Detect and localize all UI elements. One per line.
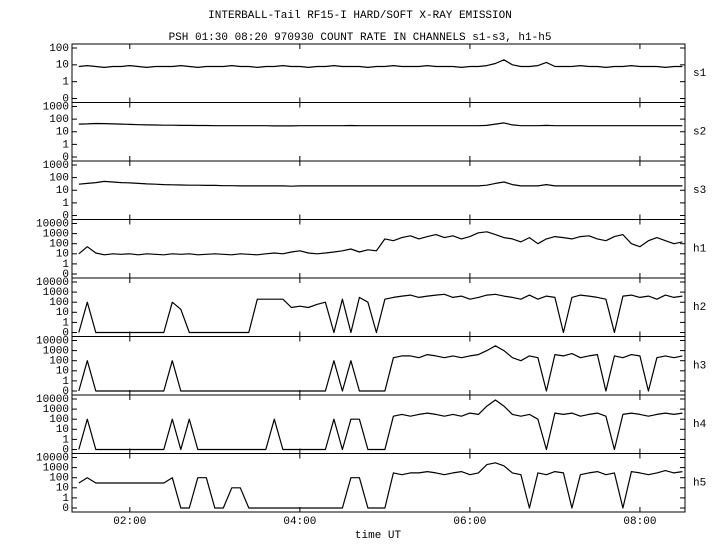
series-name: h4 <box>693 419 707 431</box>
y-tick-label: 1000 <box>43 229 69 241</box>
trace <box>78 399 683 451</box>
series-name: h1 <box>693 244 707 256</box>
y-tick-label: 10000 <box>36 218 69 230</box>
y-tick-label: 0 <box>62 327 69 339</box>
panel-frame <box>71 394 686 454</box>
y-tick-label: 1 <box>62 198 69 210</box>
trace <box>78 122 683 127</box>
panel-frame <box>71 102 686 162</box>
x-tick-label: 02:00 <box>113 516 146 528</box>
y-tick-label: 10 <box>56 60 69 72</box>
y-tick-label: 10 <box>56 424 69 436</box>
series-name: s1 <box>693 68 707 80</box>
panel-frame <box>71 277 686 337</box>
series-name: h5 <box>693 478 706 490</box>
y-tick-label: 100 <box>49 356 69 368</box>
y-tick-label: 0 <box>62 152 69 164</box>
y-tick-label: 10 <box>56 307 69 319</box>
series-name: s2 <box>693 127 706 139</box>
y-tick-label: 0 <box>62 503 69 515</box>
y-tick-label: 1 <box>62 434 69 446</box>
y-tick-label: 1 <box>62 139 69 151</box>
panel-frame <box>71 43 686 103</box>
y-tick-label: 1000 <box>43 463 69 475</box>
trace <box>78 180 683 187</box>
y-tick-label: 0 <box>62 444 69 456</box>
y-tick-label: 0 <box>62 269 69 281</box>
y-tick-label: 100 <box>49 114 69 126</box>
panel-frame <box>71 336 686 396</box>
panel-frame <box>71 160 686 220</box>
trace <box>78 231 683 256</box>
x-tick-label: 08:00 <box>623 516 656 528</box>
y-tick-label: 1 <box>62 77 69 89</box>
panel-frame <box>71 453 686 513</box>
y-tick-label: 1 <box>62 259 69 271</box>
y-tick-label: 0 <box>62 210 69 222</box>
trace <box>78 345 683 392</box>
y-tick-label: 100 <box>49 414 69 426</box>
y-tick-label: 1 <box>62 493 69 505</box>
y-tick-label: 10 <box>56 249 69 261</box>
trace <box>78 293 683 334</box>
y-tick-label: 1000 <box>43 160 69 172</box>
y-tick-label: 100 <box>49 239 69 251</box>
y-tick-label: 10 <box>56 366 69 378</box>
y-tick-label: 10000 <box>36 394 69 406</box>
y-tick-label: 10000 <box>36 277 69 289</box>
y-tick-label: 100 <box>49 43 69 55</box>
y-tick-label: 100 <box>49 297 69 309</box>
chart-subtitle: PSH 01:30 08:20 970930 COUNT RATE IN CHA… <box>169 32 552 44</box>
y-tick-label: 10 <box>56 483 69 495</box>
x-axis-label: time UT <box>355 530 402 542</box>
y-tick-label: 1000 <box>43 287 69 299</box>
trace <box>78 59 683 68</box>
trace <box>78 462 683 509</box>
y-tick-label: 1 <box>62 317 69 329</box>
y-tick-label: 0 <box>62 93 69 105</box>
y-tick-label: 0 <box>62 386 69 398</box>
series-name: h2 <box>693 302 706 314</box>
y-tick-label: 1000 <box>43 101 69 113</box>
y-tick-label: 100 <box>49 473 69 485</box>
y-tick-label: 10 <box>56 185 69 197</box>
y-tick-label: 1 <box>62 376 69 388</box>
series-name: s3 <box>693 185 706 197</box>
y-tick-label: 100 <box>49 173 69 185</box>
y-tick-label: 10000 <box>36 452 69 464</box>
y-tick-label: 1000 <box>43 346 69 358</box>
y-tick-label: 10 <box>56 127 69 139</box>
y-tick-label: 1000 <box>43 404 69 416</box>
series-name: h3 <box>693 361 706 373</box>
y-tick-label: 10000 <box>36 335 69 347</box>
chart-title: INTERBALL-Tail RF15-I HARD/SOFT X-RAY EM… <box>208 10 512 22</box>
x-tick-label: 06:00 <box>453 516 486 528</box>
x-tick-label: 04:00 <box>283 516 316 528</box>
